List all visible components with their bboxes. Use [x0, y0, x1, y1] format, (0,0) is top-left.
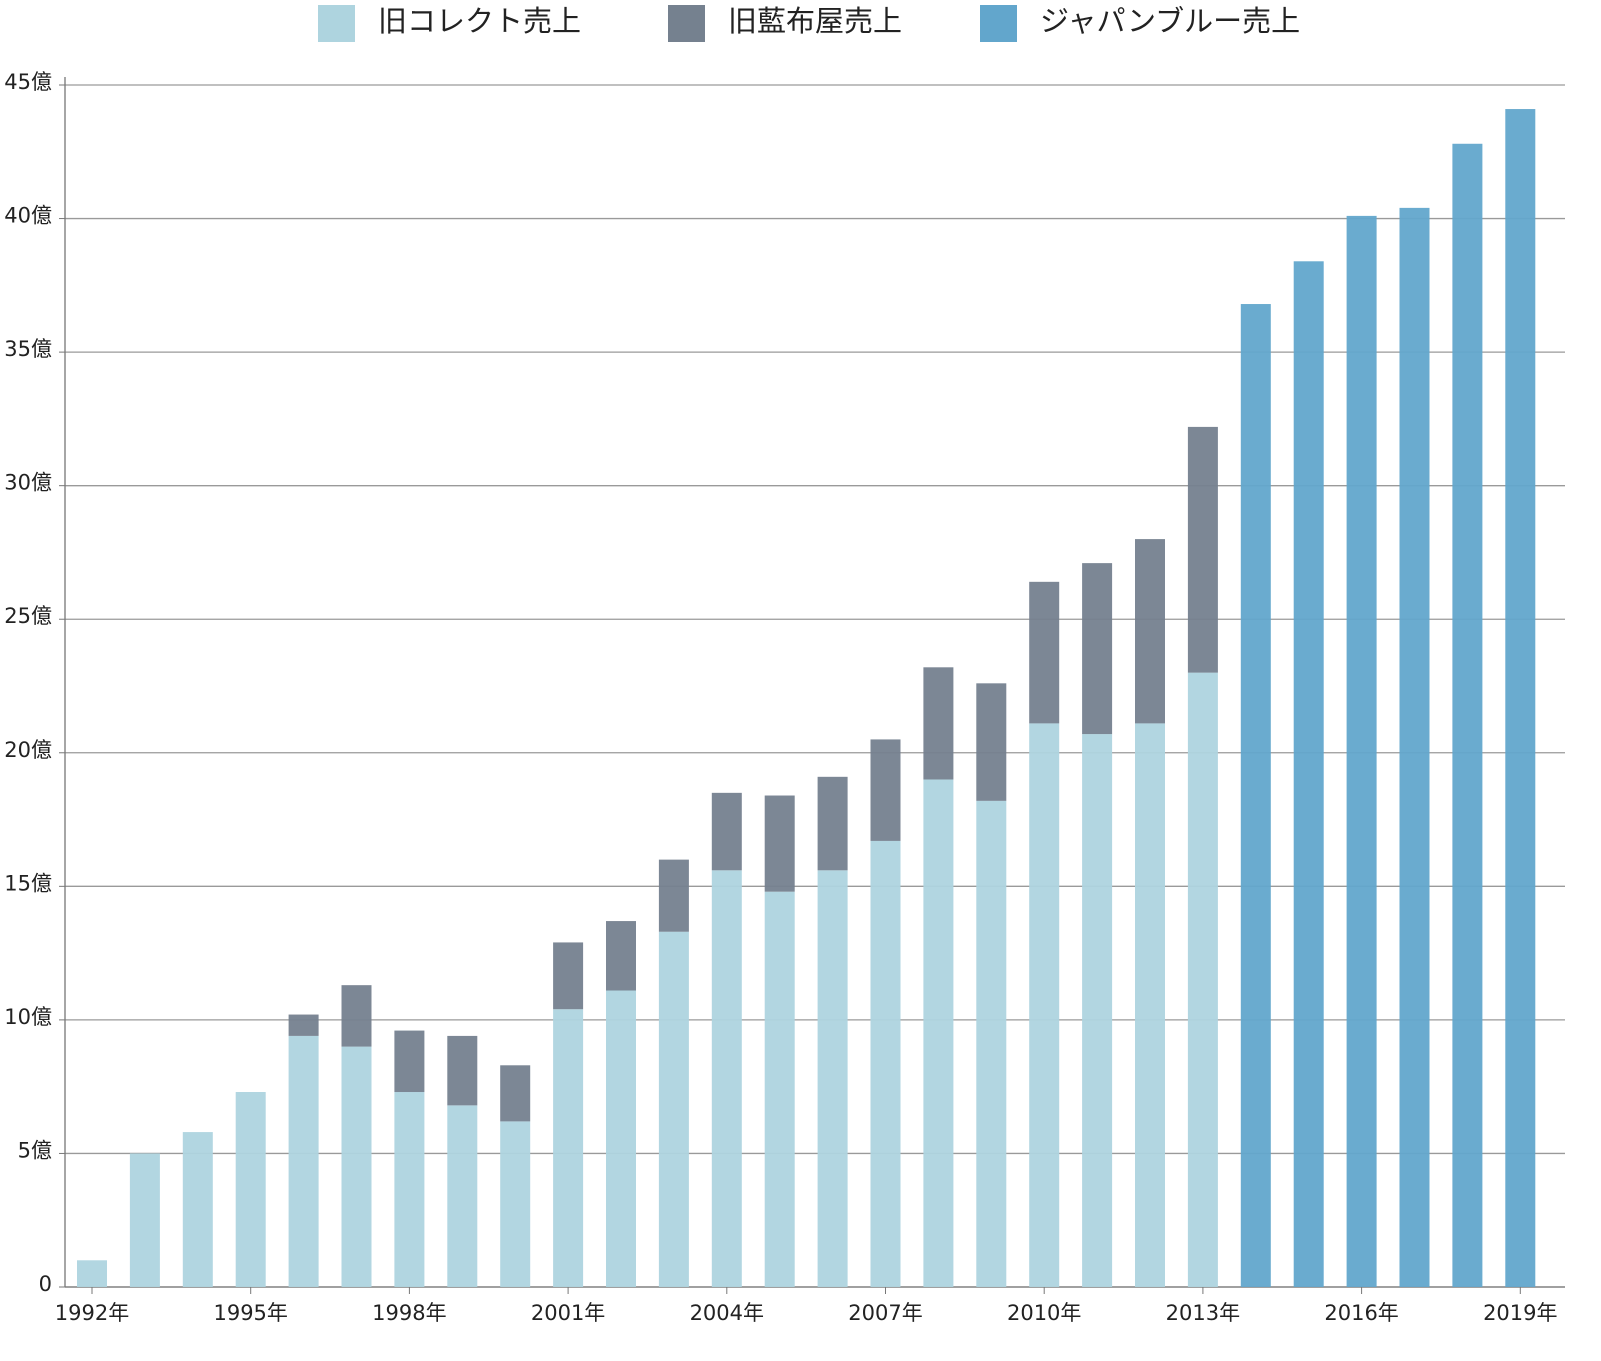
- x-tick-label: 1998年: [372, 1301, 446, 1325]
- y-tick-label: 5億: [18, 1138, 52, 1162]
- bar-segment: [394, 1092, 425, 1287]
- bar-segment: [235, 1092, 266, 1287]
- bar-segment: [288, 1014, 319, 1036]
- x-tick-label: 1995年: [213, 1301, 287, 1325]
- y-tick-label: 45億: [4, 70, 52, 94]
- bar-segment: [817, 870, 848, 1287]
- bar-segment: [553, 942, 584, 1010]
- y-tick-label: 30億: [4, 471, 52, 495]
- bar-segment: [923, 779, 954, 1287]
- x-tick-label: 2007年: [848, 1301, 922, 1325]
- x-tick-label: 2019年: [1483, 1301, 1557, 1325]
- y-tick-label: 40億: [4, 204, 52, 228]
- legend-label: 旧藍布屋売上: [728, 4, 902, 38]
- bar-segment: [1187, 672, 1218, 1287]
- bar-segment: [658, 859, 689, 932]
- bar-segment: [447, 1035, 478, 1106]
- bar-segment: [1399, 207, 1430, 1288]
- bar-segment: [870, 840, 901, 1287]
- x-tick-label: 2013年: [1166, 1301, 1240, 1325]
- y-tick-label: 35億: [4, 337, 52, 361]
- bar-segment: [1082, 734, 1113, 1287]
- bar-segment: [764, 891, 795, 1287]
- y-tick-label: 10億: [4, 1005, 52, 1029]
- bar-segment: [1240, 304, 1271, 1287]
- bar-segment: [711, 870, 742, 1287]
- bar-segment: [658, 931, 689, 1287]
- y-tick-label: 20億: [4, 738, 52, 762]
- legend-label: 旧コレクト売上: [378, 4, 581, 38]
- bar-segment: [870, 739, 901, 841]
- bar-segment: [1029, 581, 1060, 724]
- legend-swatch: [980, 5, 1017, 42]
- x-tick-label: 2016年: [1324, 1301, 1398, 1325]
- bar-segment: [1505, 109, 1536, 1287]
- legend-label: ジャパンブルー売上: [1040, 4, 1300, 38]
- legend-swatch: [318, 5, 355, 42]
- legend-swatch: [668, 5, 705, 42]
- bar-segment: [447, 1105, 478, 1287]
- bar-segment: [923, 667, 954, 780]
- y-tick-label: 25億: [4, 604, 52, 628]
- bar-segment: [606, 990, 636, 1287]
- bar-segment: [1029, 723, 1060, 1287]
- bar-segment: [288, 1035, 319, 1287]
- bar-segment: [1187, 426, 1218, 673]
- bar-segment: [711, 792, 742, 871]
- bar-segment: [1135, 539, 1165, 724]
- bar-segment: [500, 1121, 531, 1287]
- x-tick-label: 2001年: [531, 1301, 605, 1325]
- bar-segment: [77, 1260, 107, 1287]
- bar-segment: [341, 985, 372, 1047]
- bar-segment: [606, 921, 636, 991]
- y-tick-label: 0: [39, 1272, 52, 1296]
- x-tick-label: 2004年: [690, 1301, 764, 1325]
- x-tick-label: 1992年: [55, 1301, 129, 1325]
- bar-segment: [1452, 143, 1483, 1288]
- x-tick-label: 2010年: [1007, 1301, 1081, 1325]
- bar-segment: [341, 1046, 372, 1287]
- bar-segment: [553, 1009, 584, 1287]
- bar-segment: [182, 1132, 213, 1287]
- bar-segment: [394, 1030, 425, 1093]
- bar-segment: [976, 800, 1007, 1287]
- y-tick-label: 15億: [4, 871, 52, 895]
- bar-segment: [1293, 261, 1324, 1287]
- bar-segment: [1082, 563, 1113, 735]
- bar-segment: [976, 683, 1007, 801]
- bar-segment: [129, 1153, 160, 1287]
- bar-segment: [500, 1065, 531, 1122]
- bar-segment: [1135, 723, 1165, 1287]
- bar-segment: [1346, 215, 1377, 1288]
- bar-segment: [764, 795, 795, 892]
- bar-segment: [817, 776, 848, 871]
